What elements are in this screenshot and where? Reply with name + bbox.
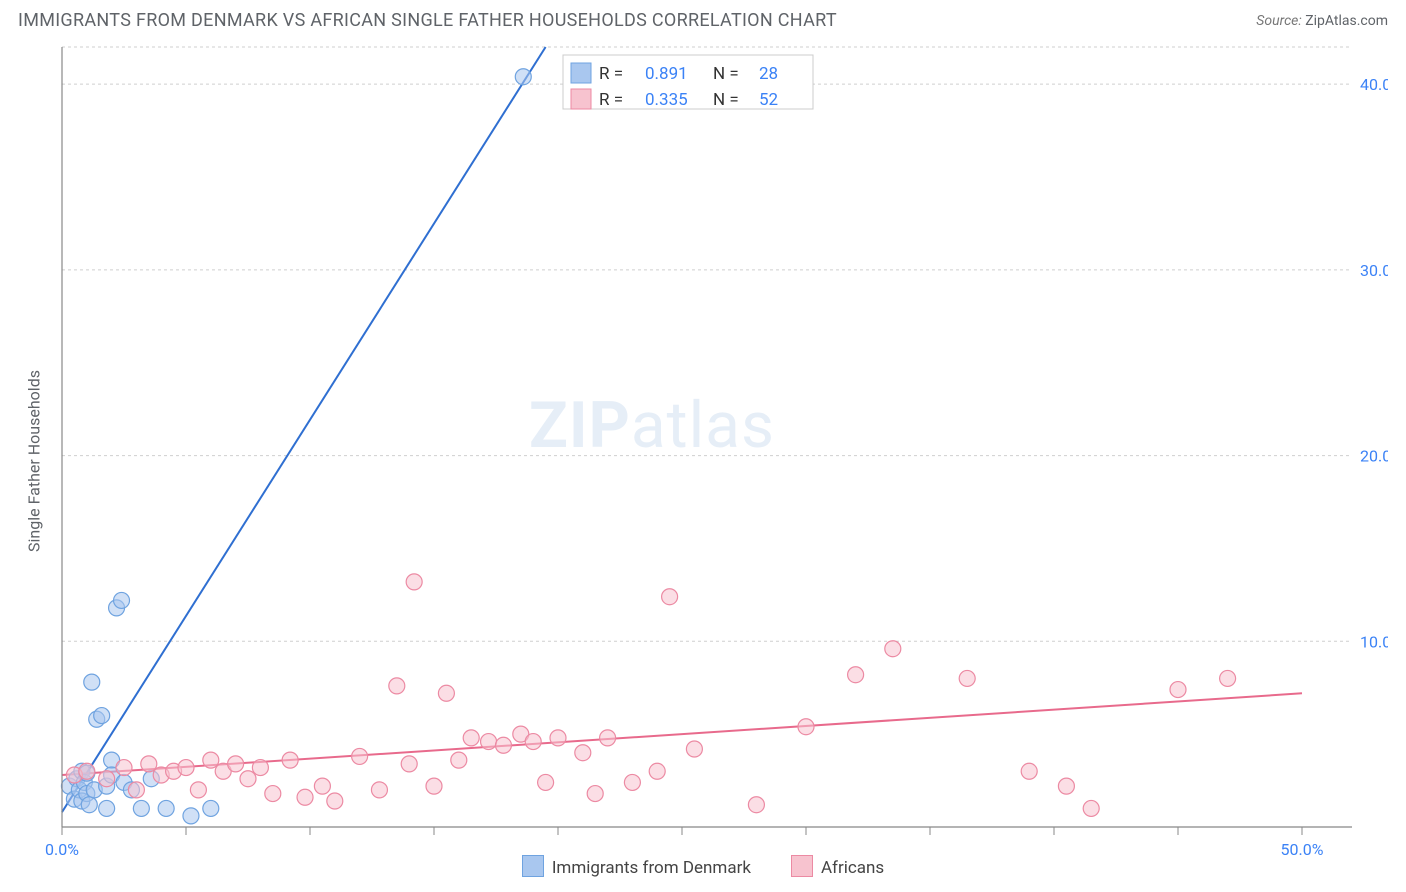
data-point [406,574,422,590]
data-point [114,592,130,608]
y-tick-label: 40.0% [1360,75,1388,94]
trend-line-denmark [62,47,546,812]
data-point [575,745,591,761]
stats-r-value: 0.891 [645,64,688,84]
stats-r-value: 0.335 [645,90,688,110]
data-point [587,786,603,802]
data-point [550,730,566,746]
data-point [371,782,387,798]
chart-area: Single Father Households ZIPatlas0.0%50.… [18,37,1388,885]
stats-n-value: 28 [759,64,778,84]
data-point [1083,800,1099,816]
data-point [99,771,115,787]
data-point [401,756,417,772]
data-point [228,756,244,772]
data-point [662,589,678,605]
y-tick-label: 10.0% [1360,632,1388,651]
data-point [600,730,616,746]
data-point [94,708,110,724]
data-point [178,760,194,776]
data-point [1021,763,1037,779]
data-point [252,760,268,776]
stats-r-label: R = [599,90,623,110]
data-point [297,789,313,805]
data-point [158,800,174,816]
y-tick-label: 30.0% [1360,261,1388,280]
legend-label: Immigrants from Denmark [552,858,751,878]
data-point [1220,670,1236,686]
source-value: ZipAtlas.com [1305,13,1388,29]
data-point [314,778,330,794]
data-point [748,797,764,813]
data-point [133,800,149,816]
data-point [327,793,343,809]
data-point [959,670,975,686]
data-point [848,667,864,683]
data-point [1170,682,1186,698]
legend-swatch [571,63,591,83]
y-tick-label: 20.0% [1360,447,1388,466]
data-point [885,641,901,657]
data-point [99,800,115,816]
stats-r-label: R = [599,64,623,84]
data-point [686,741,702,757]
data-point [1058,778,1074,794]
trend-line-africans [62,693,1302,775]
legend-swatch [522,855,544,877]
legend-item-africans: Africans [791,855,884,878]
data-point [282,752,298,768]
stats-n-label: N = [713,64,739,84]
data-point [463,730,479,746]
data-point [84,674,100,690]
data-point [79,763,95,779]
data-point [81,797,97,813]
data-point [649,763,665,779]
data-point [141,756,157,772]
data-point [203,800,219,816]
watermark: ZIPatlas [529,388,775,463]
data-point [389,678,405,694]
data-point [451,752,467,768]
source-label: Source: [1256,13,1301,29]
legend-item-denmark: Immigrants from Denmark [522,855,751,878]
data-point [183,808,199,824]
data-point [128,782,144,798]
y-axis-label: Single Father Households [25,370,44,552]
data-point [240,771,256,787]
data-point [481,734,497,750]
data-point [538,774,554,790]
data-point [798,719,814,735]
legend-label: Africans [821,858,884,878]
data-point [515,69,531,85]
scatter-chart: ZIPatlas0.0%50.0%10.0%20.0%30.0%40.0%R =… [18,37,1388,885]
data-point [438,685,454,701]
data-point [265,786,281,802]
legend-swatch [791,855,813,877]
stats-n-label: N = [713,90,739,110]
stats-n-value: 52 [759,90,778,110]
title-bar: IMMIGRANTS FROM DENMARK VS AFRICAN SINGL… [0,0,1406,37]
x-axis-legend: Immigrants from Denmark Africans [18,855,1388,878]
data-point [190,782,206,798]
data-point [352,748,368,764]
chart-title: IMMIGRANTS FROM DENMARK VS AFRICAN SINGL… [18,10,837,31]
source-attribution: Source: ZipAtlas.com [1256,13,1388,29]
data-point [495,737,511,753]
data-point [116,760,132,776]
data-point [624,774,640,790]
data-point [426,778,442,794]
legend-swatch [571,89,591,109]
data-point [203,752,219,768]
data-point [525,734,541,750]
